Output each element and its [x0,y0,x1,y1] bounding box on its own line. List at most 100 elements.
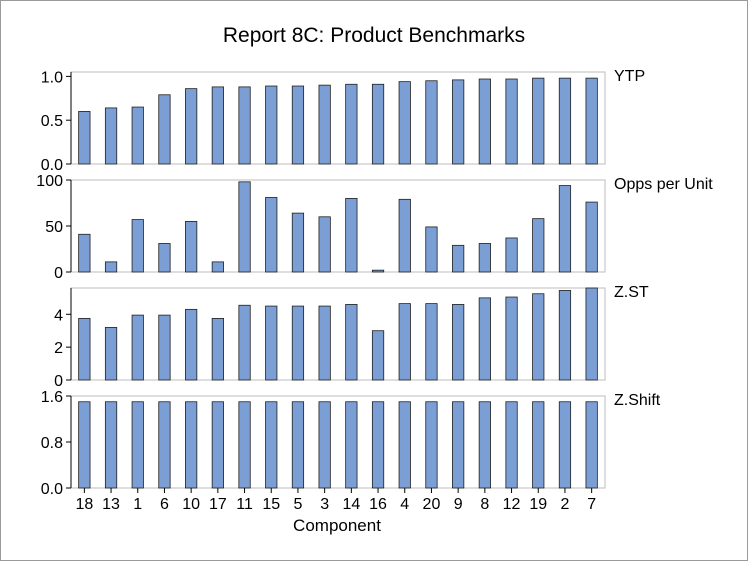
bar [318,84,331,165]
bar [291,212,305,273]
bar [211,401,224,489]
bar [185,220,198,273]
bar [558,77,572,165]
bar [452,304,465,381]
x-tick-label: 10 [182,496,200,513]
x-tick-label: 14 [342,496,360,513]
bar [532,401,545,489]
panel-label: Z.Shift [614,392,661,409]
x-tick-label: 2 [560,496,569,513]
x-axis-label: Component [293,516,381,535]
bar [532,293,545,381]
bar [425,226,438,273]
x-tick-label: 13 [102,496,120,513]
bar [371,269,385,273]
bar [558,290,572,381]
bar [131,314,144,381]
x-tick-label: 9 [454,496,463,513]
panels-group: 0.0 0.5 1.0 YTP 0 50 100 Opps per Unit 0 2 4 Z.ST 0.… [36,68,713,498]
bar [318,216,331,273]
bar [452,79,465,165]
panel-frame [70,179,606,273]
x-ticks-group: 18 13 1 6 10 17 11 15 5 3 14 16 4 20 9 8 12 19 2 7 [75,488,596,513]
bar [558,185,572,273]
x-tick-label: 4 [400,496,409,513]
x-tick-label: 3 [320,496,329,513]
bar [185,401,198,489]
bar [104,107,118,165]
bar [291,85,305,165]
bar [211,86,224,165]
panel-4: 0.0 0.8 1.6 Z.Shift [41,389,661,498]
x-tick-label: 11 [236,496,253,513]
panel-frame [70,71,606,165]
bar [505,296,518,381]
bar [158,314,171,381]
bar [585,77,598,165]
bar [265,197,278,273]
bar [452,244,465,273]
bar [265,305,278,381]
bar [425,80,438,165]
bar [585,287,598,381]
bar [104,327,118,381]
bar [78,233,91,273]
y-tick-label: 0.8 [41,435,63,452]
bar [318,305,331,381]
bar [425,401,438,489]
bar [398,303,411,381]
x-tick-label: 1 [133,496,142,513]
bar [505,237,518,273]
bar [238,304,251,381]
bar [478,401,491,489]
panel-label: YTP [614,68,645,85]
bar [104,261,118,273]
x-tick-label: 16 [369,496,387,513]
bar [185,88,198,165]
bar [345,304,358,381]
x-tick-label: 17 [209,496,227,513]
bar [371,83,385,165]
bar [238,401,251,489]
bar [131,106,144,165]
bar [291,401,305,489]
y-tick-label: 0 [54,265,63,282]
bar [478,78,491,165]
bar [425,303,438,381]
bar [291,305,305,381]
panel-label: Opps per Unit [614,176,713,193]
y-tick-label: 2 [54,340,63,357]
x-tick-label: 15 [262,496,280,513]
bar [532,218,545,273]
bar [211,317,224,381]
bar [371,330,385,381]
bar [78,111,91,165]
bar [478,243,491,273]
bar [131,401,144,489]
y-tick-label: 0.0 [41,481,63,498]
x-tick-label: 7 [587,496,596,513]
y-tick-label: 100 [36,173,63,190]
x-tick-label: 18 [75,496,93,513]
bar [318,401,331,489]
y-tick-label: 50 [45,219,63,236]
bar [371,401,385,489]
bar [345,83,358,165]
bar [78,401,91,489]
bar [78,317,91,381]
bar [398,198,411,273]
y-tick-label: 0.0 [41,157,63,174]
bar [185,308,198,381]
y-tick-label: 0 [54,373,63,390]
bar [158,94,171,165]
bar [505,78,518,165]
bar [265,401,278,489]
bar [585,201,598,273]
panel-2: 0 50 100 Opps per Unit [36,173,713,282]
bar [478,297,491,381]
bar [505,401,518,489]
x-tick-label: 20 [423,496,441,513]
bar [104,401,118,489]
bar [585,401,598,489]
